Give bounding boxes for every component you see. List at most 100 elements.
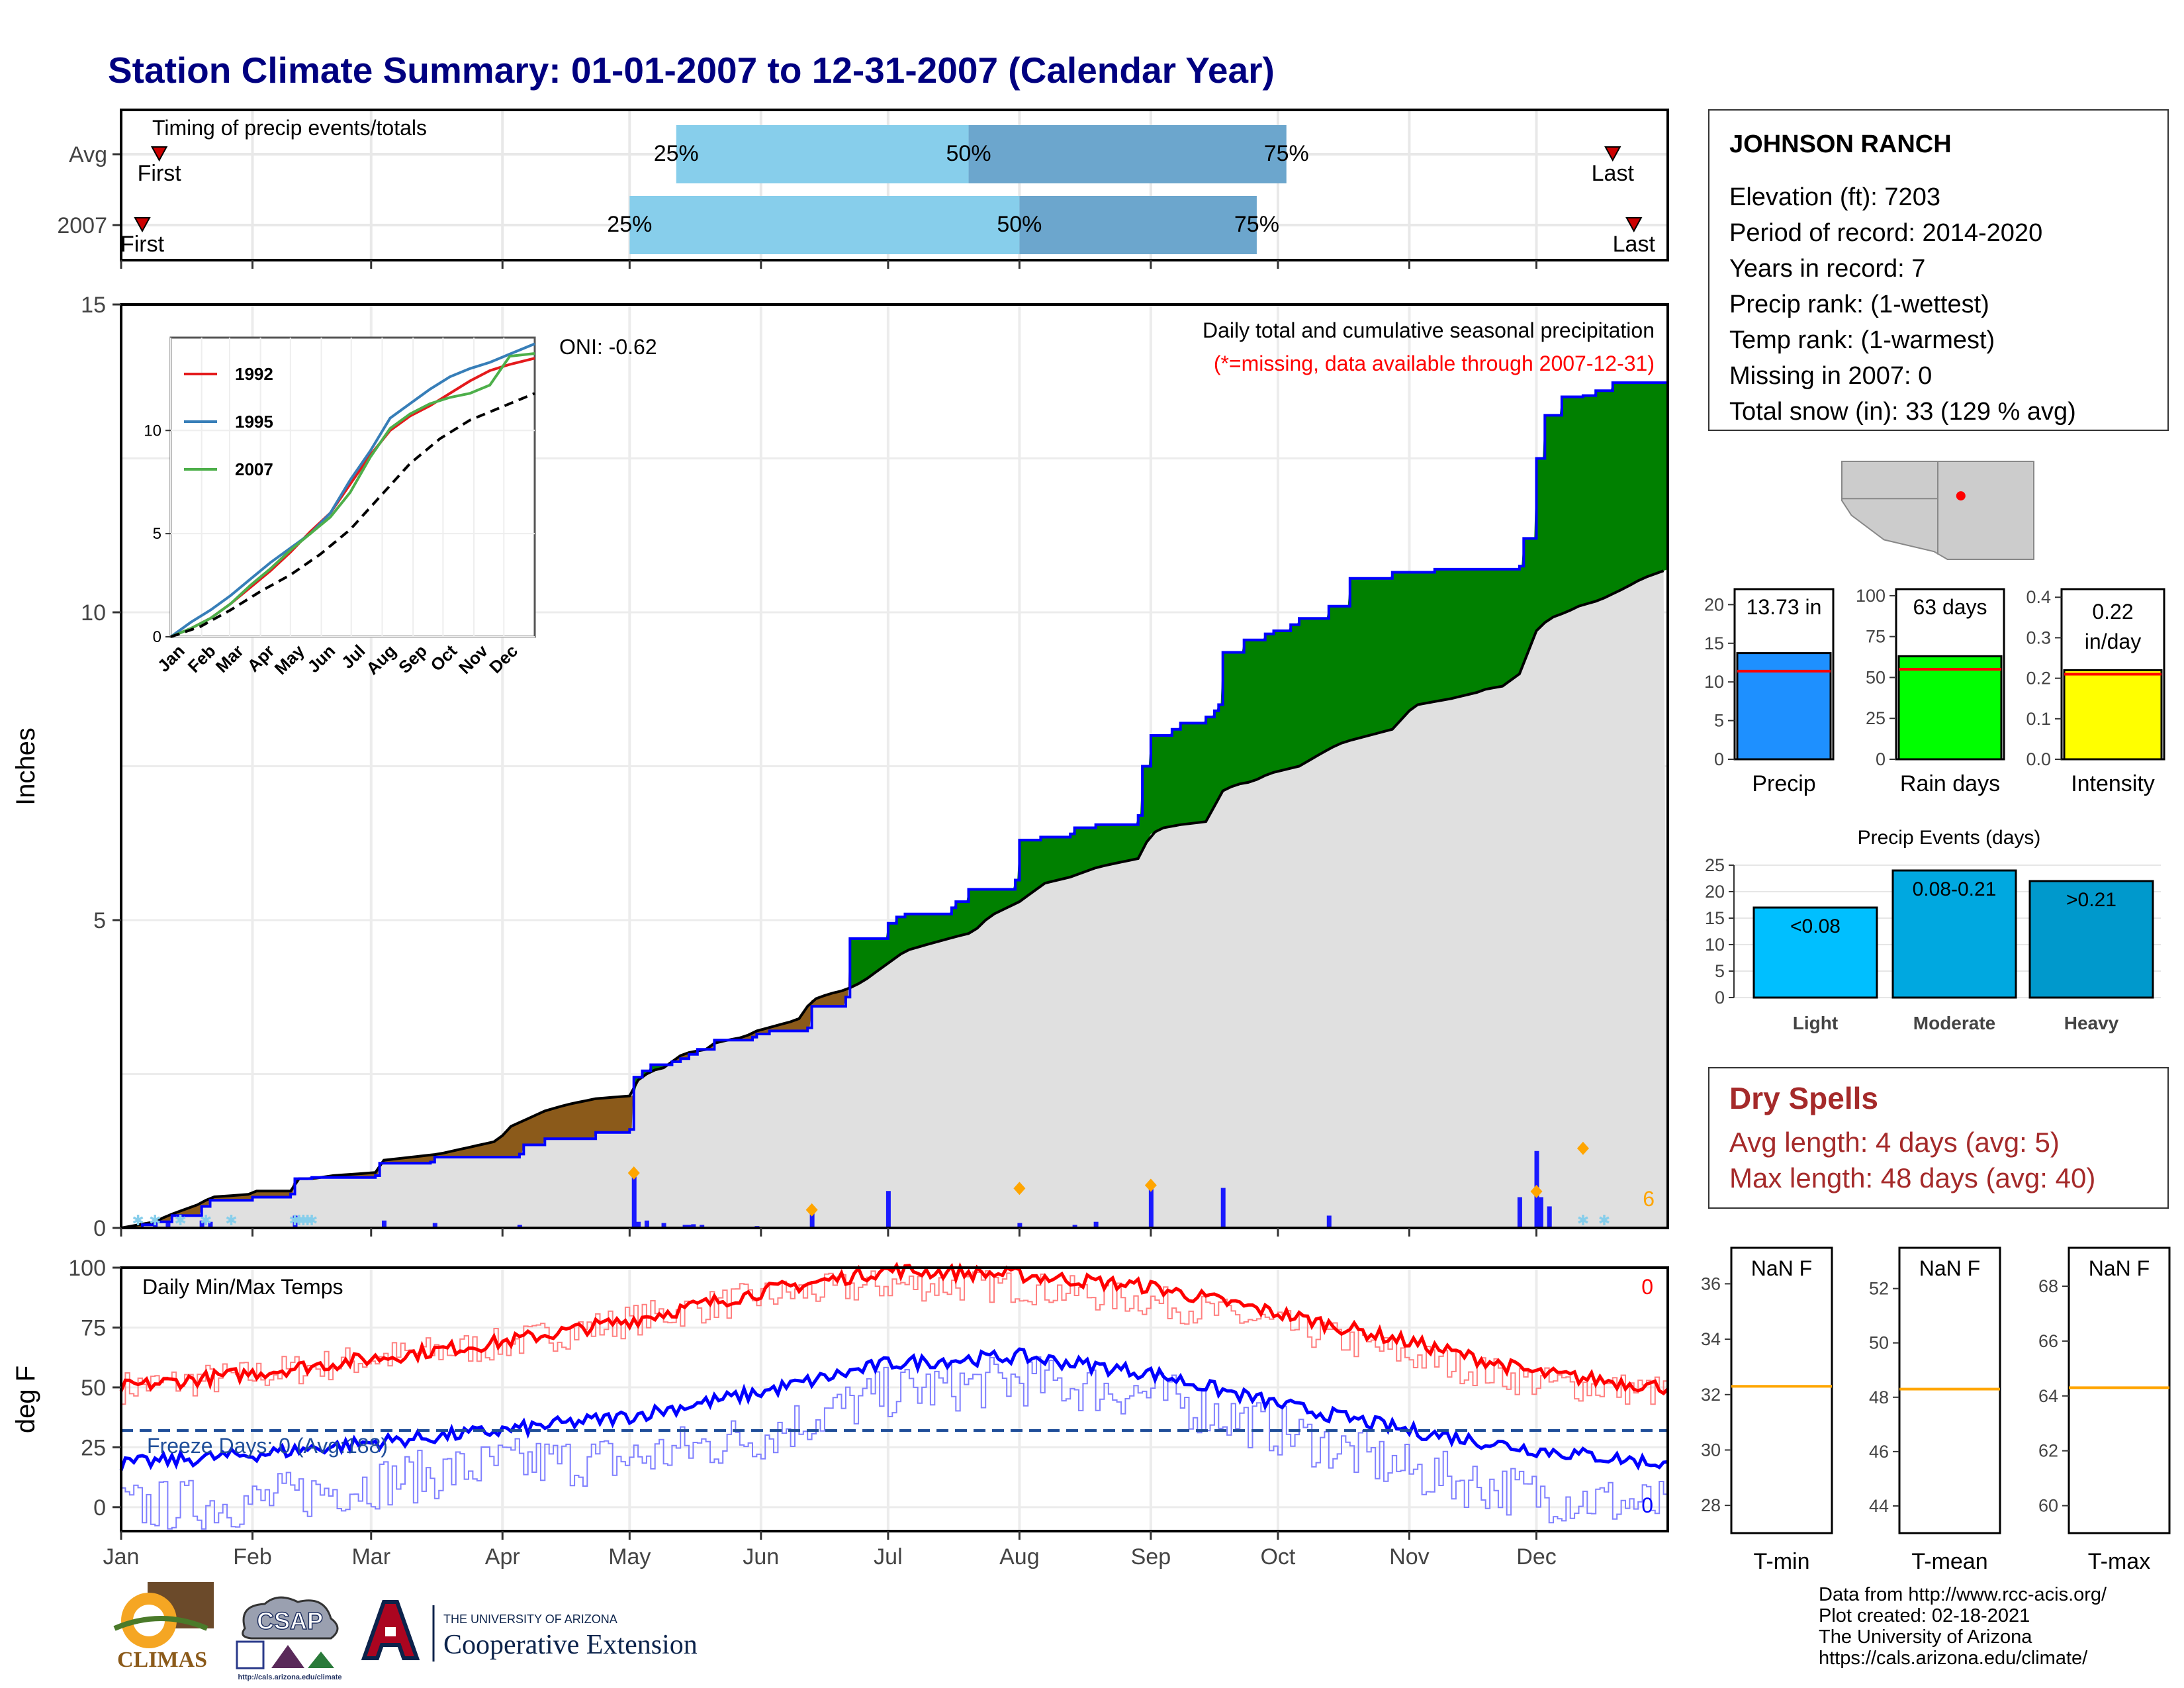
inset-legend-label: 2007	[235, 459, 273, 479]
summary-ytick-label: 0.4	[2026, 587, 2051, 607]
events-ytick-label: 15	[1705, 908, 1725, 928]
daily-precip-bar	[208, 1221, 213, 1228]
snow-marker: ✱	[1577, 1212, 1589, 1229]
ua-logo-small: THE UNIVERSITY OF ARIZONA	[443, 1613, 617, 1626]
station-missing: Missing in 2007: 0	[1729, 362, 1933, 390]
first-event-marker	[134, 217, 151, 233]
first-event-label: First	[138, 161, 182, 186]
snow-marker: ✱	[174, 1212, 186, 1229]
last-event-marker	[1625, 217, 1643, 233]
page-title: Station Climate Summary: 01-01-2007 to 1…	[108, 50, 1275, 91]
temps-ytick-label: 75	[81, 1315, 106, 1340]
station-snow: Total snow (in): 33 (129 % avg)	[1729, 398, 2076, 426]
precip-ylabel: Inches	[11, 727, 40, 806]
daily-precip-bar	[199, 1220, 205, 1228]
daily-tmin-line	[121, 1356, 1668, 1530]
month-label: Jan	[103, 1544, 140, 1570]
temps-frame	[120, 1266, 1669, 1532]
daily-precip-bar	[1517, 1197, 1522, 1228]
daily-precip-bar	[809, 1212, 815, 1228]
daily-precip-bar	[1093, 1221, 1099, 1228]
month-label: Dec	[1516, 1544, 1556, 1570]
above-average-area	[850, 383, 1668, 988]
daily-precip-bar	[682, 1225, 688, 1228]
timing-q75-label: 75%	[1264, 141, 1309, 166]
tbox-value-label: NaN F	[2089, 1256, 2150, 1280]
events-ytick-label: 10	[1705, 935, 1725, 955]
summary-bar	[2063, 669, 2163, 761]
events-bar-label: 0.08-0.21	[1913, 878, 1997, 900]
heavy-precip-marker	[1013, 1182, 1026, 1196]
daily-precip-bar	[631, 1175, 637, 1228]
tbox-value-label: NaN F	[1919, 1256, 1980, 1280]
summary-ytick-label: 10	[1704, 672, 1724, 692]
summary-value-label: in/day	[2085, 630, 2141, 653]
temps-ytick-label: 25	[81, 1435, 106, 1460]
summary-ytick-label: 0	[1876, 749, 1886, 769]
avg-tmin-line	[119, 1347, 1668, 1472]
inset-ytick-label: 0	[153, 628, 161, 646]
events-bar	[2028, 880, 2154, 999]
precip-events-panel: Precip Events (days) <0.08 Light 0.08-0.21 M…	[1705, 827, 2161, 1033]
tmin-count-label: 0	[1641, 1493, 1653, 1517]
ua-logo-big: Cooperative Extension	[443, 1630, 698, 1660]
summary-value-label: 63 days	[1913, 595, 1987, 619]
daily-precip-bar	[381, 1220, 387, 1228]
summary-category-label: Rain days	[1900, 771, 2000, 796]
timing-q50-label: 50%	[946, 141, 991, 166]
month-label: Nov	[1389, 1544, 1429, 1570]
tmax-count-label: 0	[1641, 1275, 1653, 1299]
daily-precip-bar	[1072, 1225, 1077, 1228]
footer-line: https://cals.arizona.edu/climate/	[1819, 1648, 2088, 1669]
snow-marker: ✱	[297, 1212, 309, 1229]
dry-spells-avg: Avg length: 4 days (avg: 5)	[1729, 1127, 2060, 1158]
footer-line: The University of Arizona	[1819, 1626, 2032, 1648]
daily-precip-bar	[636, 1221, 641, 1228]
inset-ytick-label: 10	[144, 422, 161, 440]
heavy-precip-marker	[1576, 1141, 1589, 1155]
footer-credits: Data from http://www.rcc-acis.org/ Plot …	[1819, 1584, 2107, 1669]
station-location-marker	[1956, 491, 1966, 501]
timing-q25-label: 25%	[654, 141, 699, 166]
month-label: Sep	[1131, 1544, 1171, 1570]
precip-ytick-label: 10	[81, 600, 106, 626]
snow-marker: ✱	[225, 1212, 237, 1229]
first-event-label: First	[120, 232, 165, 257]
daily-precip-bar	[293, 1215, 298, 1228]
events-bar-label: >0.21	[2066, 889, 2116, 911]
tbox-frame	[1730, 1246, 1833, 1534]
tbox-frame	[2068, 1246, 2171, 1534]
timing-frame	[120, 109, 1669, 261]
snow-marker: ✱	[306, 1212, 318, 1229]
daily-precip-bar	[700, 1225, 705, 1228]
daily-precip-bar	[1538, 1197, 1543, 1228]
oni-label: ONI: -0.62	[559, 335, 657, 359]
heavy-precip-marker	[1144, 1178, 1157, 1192]
csap-logo: CSAP http://cals.arizona.edu/climate	[236, 1596, 342, 1681]
daily-precip-bar	[153, 1221, 158, 1228]
snow-marker: ✱	[289, 1212, 300, 1229]
daily-precip-bar	[517, 1225, 522, 1228]
station-period: Period of record: 2014-2020	[1729, 219, 2043, 247]
tbox-ytick-label: 30	[1701, 1440, 1721, 1460]
events-category-label: Light	[1793, 1013, 1838, 1033]
tbox-ytick-label: 32	[1701, 1385, 1721, 1405]
timing-bar-q50-q75	[968, 125, 1287, 183]
summary-bar	[1736, 652, 1832, 761]
tbox-ytick-label: 50	[1869, 1333, 1889, 1353]
inset-ytick-label: 5	[153, 525, 161, 543]
summary-ytick-label: 15	[1704, 633, 1724, 653]
precip-ytick-label: 0	[93, 1216, 106, 1241]
month-label: Apr	[485, 1544, 520, 1570]
events-ytick-label: 5	[1715, 961, 1725, 981]
inset-series-line	[169, 342, 535, 638]
events-bar-label: <0.08	[1790, 915, 1841, 937]
daily-precip-bar	[886, 1191, 891, 1228]
timing-bar-q50-q75	[1019, 196, 1257, 254]
temps-ytick-label: 50	[81, 1376, 106, 1401]
summary-ytick-label: 75	[1866, 627, 1886, 647]
snow-marker: ✱	[200, 1212, 212, 1229]
precip-ytick-label: 5	[93, 908, 106, 933]
average-cumulative-area	[121, 571, 1668, 1228]
